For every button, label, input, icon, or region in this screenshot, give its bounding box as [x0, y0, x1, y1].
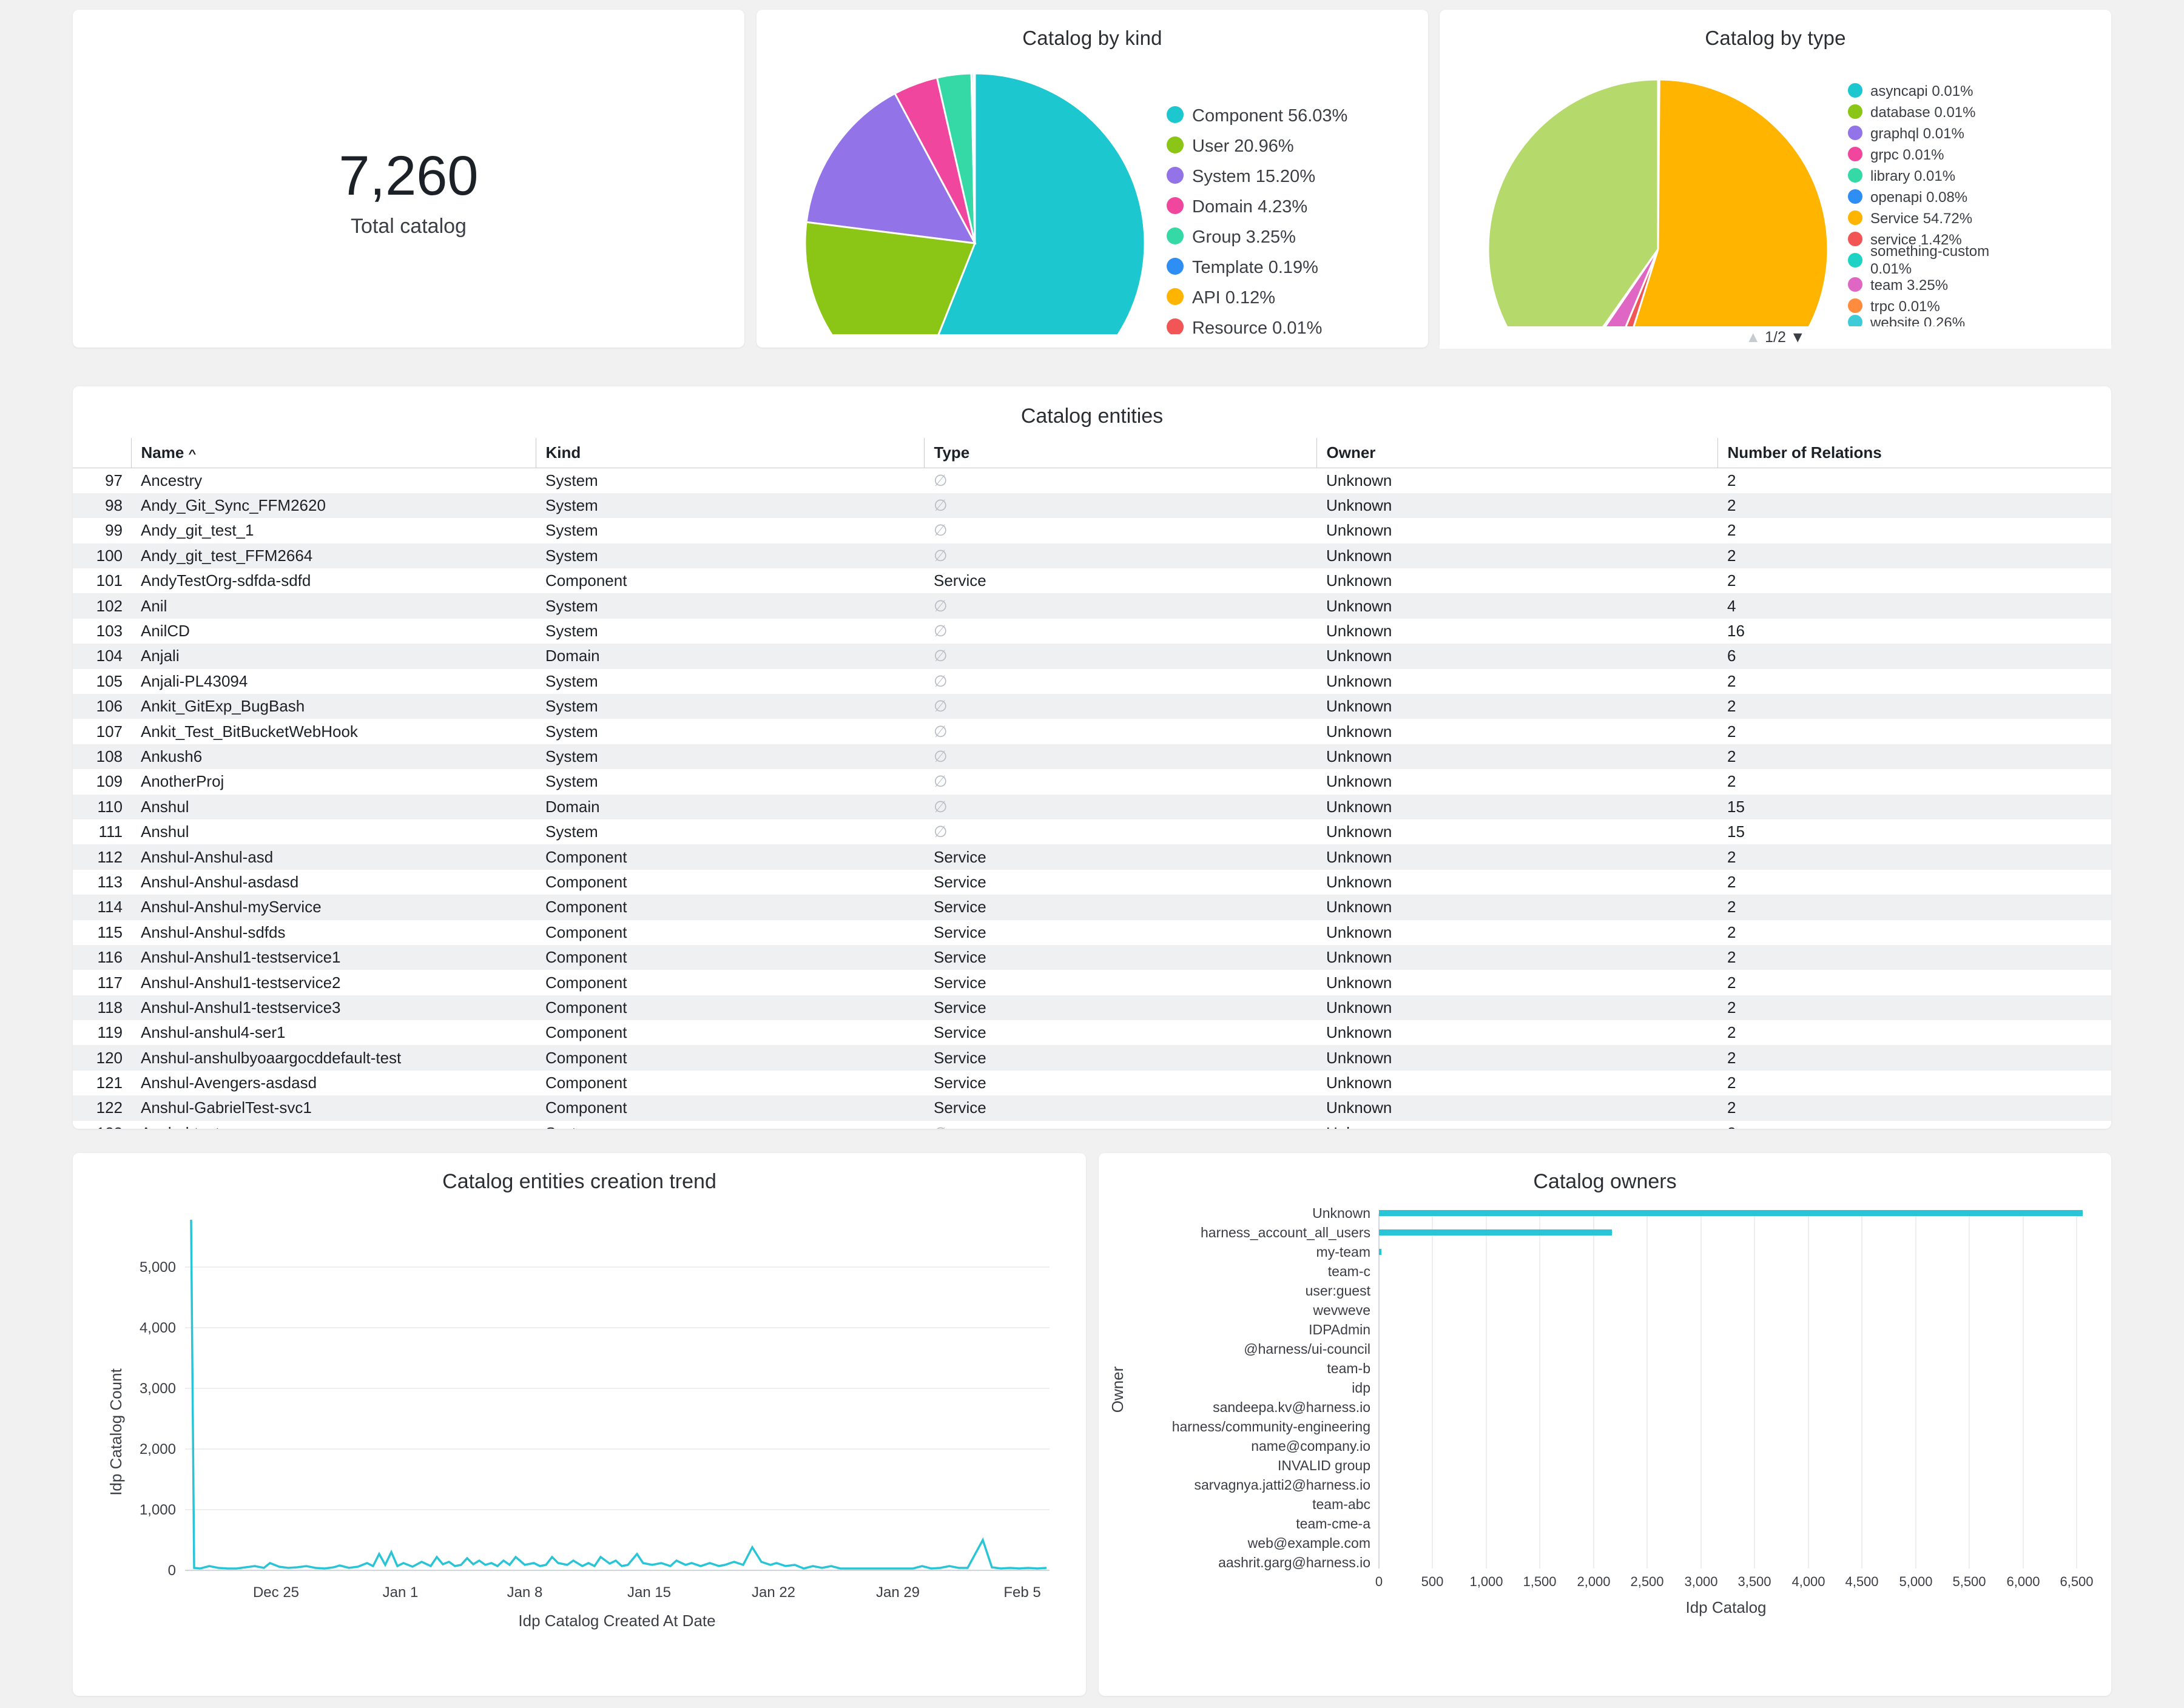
- svg-text:team-c: team-c: [1328, 1263, 1370, 1279]
- svg-text:5,500: 5,500: [1952, 1574, 1986, 1589]
- svg-text:Resource 0.01%: Resource 0.01%: [1192, 318, 1322, 334]
- svg-text:3,000: 3,000: [1684, 1574, 1717, 1589]
- svg-text:Jan 29: Jan 29: [876, 1584, 920, 1601]
- svg-text:team 3.25%: team 3.25%: [1870, 277, 1948, 294]
- svg-text:graphql 0.01%: graphql 0.01%: [1870, 126, 1964, 142]
- svg-text:5,000: 5,000: [140, 1259, 176, 1276]
- svg-text:my-team: my-team: [1316, 1244, 1370, 1260]
- svg-text:idp: idp: [1352, 1380, 1370, 1396]
- svg-text:asyncapi 0.01%: asyncapi 0.01%: [1870, 83, 1973, 99]
- svg-text:Idp Catalog Created At Date: Idp Catalog Created At Date: [518, 1612, 715, 1630]
- svg-text:6,500: 6,500: [2060, 1574, 2093, 1589]
- svg-text:1,000: 1,000: [1469, 1574, 1503, 1589]
- svg-text:API 0.12%: API 0.12%: [1192, 288, 1275, 308]
- svg-text:harness_account_all_users: harness_account_all_users: [1201, 1225, 1370, 1240]
- svg-text:Domain 4.23%: Domain 4.23%: [1192, 197, 1307, 217]
- svg-text:Jan 22: Jan 22: [752, 1584, 795, 1601]
- svg-text:Dec 25: Dec 25: [253, 1584, 299, 1601]
- svg-text:user:guest: user:guest: [1306, 1283, 1371, 1299]
- svg-text:Jan 8: Jan 8: [507, 1584, 543, 1601]
- svg-text:sandeepa.kv@harness.io: sandeepa.kv@harness.io: [1213, 1399, 1370, 1415]
- svg-text:6,000: 6,000: [2006, 1574, 2040, 1589]
- svg-text:3,500: 3,500: [1737, 1574, 1771, 1589]
- svg-text:0: 0: [1375, 1574, 1383, 1589]
- svg-text:0: 0: [168, 1562, 176, 1579]
- svg-text:aashrit.garg@harness.io: aashrit.garg@harness.io: [1218, 1555, 1370, 1570]
- svg-text:Component 56.03%: Component 56.03%: [1192, 106, 1347, 126]
- svg-text:@harness/ui-council: @harness/ui-council: [1244, 1341, 1370, 1357]
- svg-text:5,000: 5,000: [1899, 1574, 1932, 1589]
- svg-text:web@example.com: web@example.com: [1247, 1535, 1370, 1551]
- svg-text:System 15.20%: System 15.20%: [1192, 167, 1315, 186]
- svg-text:harness/community-engineering: harness/community-engineering: [1172, 1419, 1370, 1434]
- svg-text:library 0.01%: library 0.01%: [1870, 168, 1955, 184]
- svg-text:team-b: team-b: [1327, 1360, 1370, 1376]
- svg-text:Jan 15: Jan 15: [627, 1584, 671, 1601]
- svg-text:2,000: 2,000: [1577, 1574, 1610, 1589]
- svg-text:4,000: 4,000: [1791, 1574, 1825, 1589]
- svg-text:Template 0.19%: Template 0.19%: [1192, 258, 1318, 277]
- svg-text:Owner: Owner: [1108, 1366, 1127, 1413]
- svg-text:name@company.io: name@company.io: [1251, 1438, 1370, 1454]
- svg-text:grpc 0.01%: grpc 0.01%: [1870, 147, 1944, 163]
- svg-text:something-custom: something-custom: [1870, 243, 1989, 260]
- svg-text:wevweve: wevweve: [1312, 1302, 1370, 1318]
- svg-text:4,000: 4,000: [140, 1320, 176, 1336]
- svg-text:Idp Catalog Count: Idp Catalog Count: [107, 1368, 125, 1495]
- svg-text:team-abc: team-abc: [1312, 1496, 1370, 1512]
- svg-text:IDPAdmin: IDPAdmin: [1309, 1322, 1370, 1337]
- svg-text:4,500: 4,500: [1845, 1574, 1878, 1589]
- svg-text:1,000: 1,000: [140, 1502, 176, 1518]
- svg-text:2,500: 2,500: [1630, 1574, 1663, 1589]
- svg-text:Jan 1: Jan 1: [383, 1584, 419, 1601]
- svg-text:Feb 5: Feb 5: [1003, 1584, 1040, 1601]
- svg-text:openapi 0.08%: openapi 0.08%: [1870, 189, 1967, 206]
- svg-text:sarvagnya.jatti2@harness.io: sarvagnya.jatti2@harness.io: [1194, 1477, 1370, 1493]
- svg-text:INVALID group: INVALID group: [1278, 1458, 1370, 1473]
- svg-text:500: 500: [1421, 1574, 1444, 1589]
- svg-text:Group 3.25%: Group 3.25%: [1192, 227, 1296, 247]
- svg-text:Idp Catalog: Idp Catalog: [1686, 1598, 1767, 1616]
- svg-text:team-cme-a: team-cme-a: [1296, 1516, 1370, 1531]
- svg-text:trpc 0.01%: trpc 0.01%: [1870, 298, 1940, 315]
- svg-text:2,000: 2,000: [140, 1441, 176, 1458]
- svg-text:Service 54.72%: Service 54.72%: [1870, 210, 1972, 227]
- svg-text:1,500: 1,500: [1523, 1574, 1556, 1589]
- svg-text:Unknown: Unknown: [1312, 1205, 1370, 1221]
- svg-text:database 0.01%: database 0.01%: [1870, 104, 1975, 121]
- svg-text:3,000: 3,000: [140, 1380, 176, 1397]
- svg-text:User 20.96%: User 20.96%: [1192, 136, 1294, 156]
- svg-text:0.01%: 0.01%: [1870, 261, 1912, 277]
